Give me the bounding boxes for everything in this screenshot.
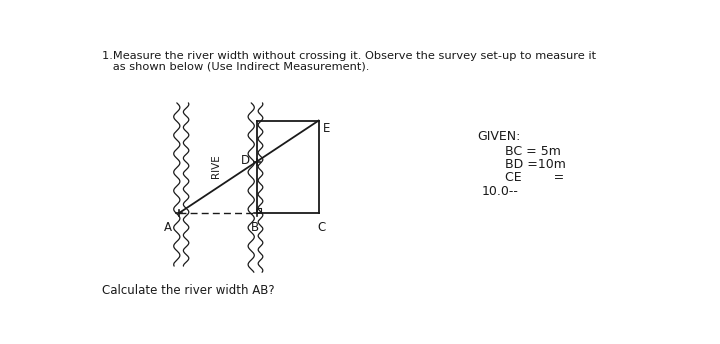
Text: BD =10m: BD =10m bbox=[505, 158, 565, 171]
Text: CE        =: CE = bbox=[505, 171, 564, 184]
Text: GIVEN:: GIVEN: bbox=[477, 130, 521, 143]
Text: D: D bbox=[240, 154, 250, 166]
Text: Calculate the river width AB?: Calculate the river width AB? bbox=[102, 284, 274, 297]
Text: RIVE: RIVE bbox=[210, 154, 220, 178]
Text: C: C bbox=[318, 222, 326, 235]
Text: A: A bbox=[164, 222, 172, 235]
Text: BC = 5m: BC = 5m bbox=[505, 145, 560, 158]
Text: as shown below (Use Indirect Measurement).: as shown below (Use Indirect Measurement… bbox=[102, 61, 369, 71]
Text: 1.Measure the river width without crossing it. Observe the survey set-up to meas: 1.Measure the river width without crossi… bbox=[102, 51, 595, 61]
Text: B: B bbox=[251, 222, 259, 235]
Text: E: E bbox=[323, 122, 330, 135]
Text: 10.0--: 10.0-- bbox=[482, 185, 518, 198]
